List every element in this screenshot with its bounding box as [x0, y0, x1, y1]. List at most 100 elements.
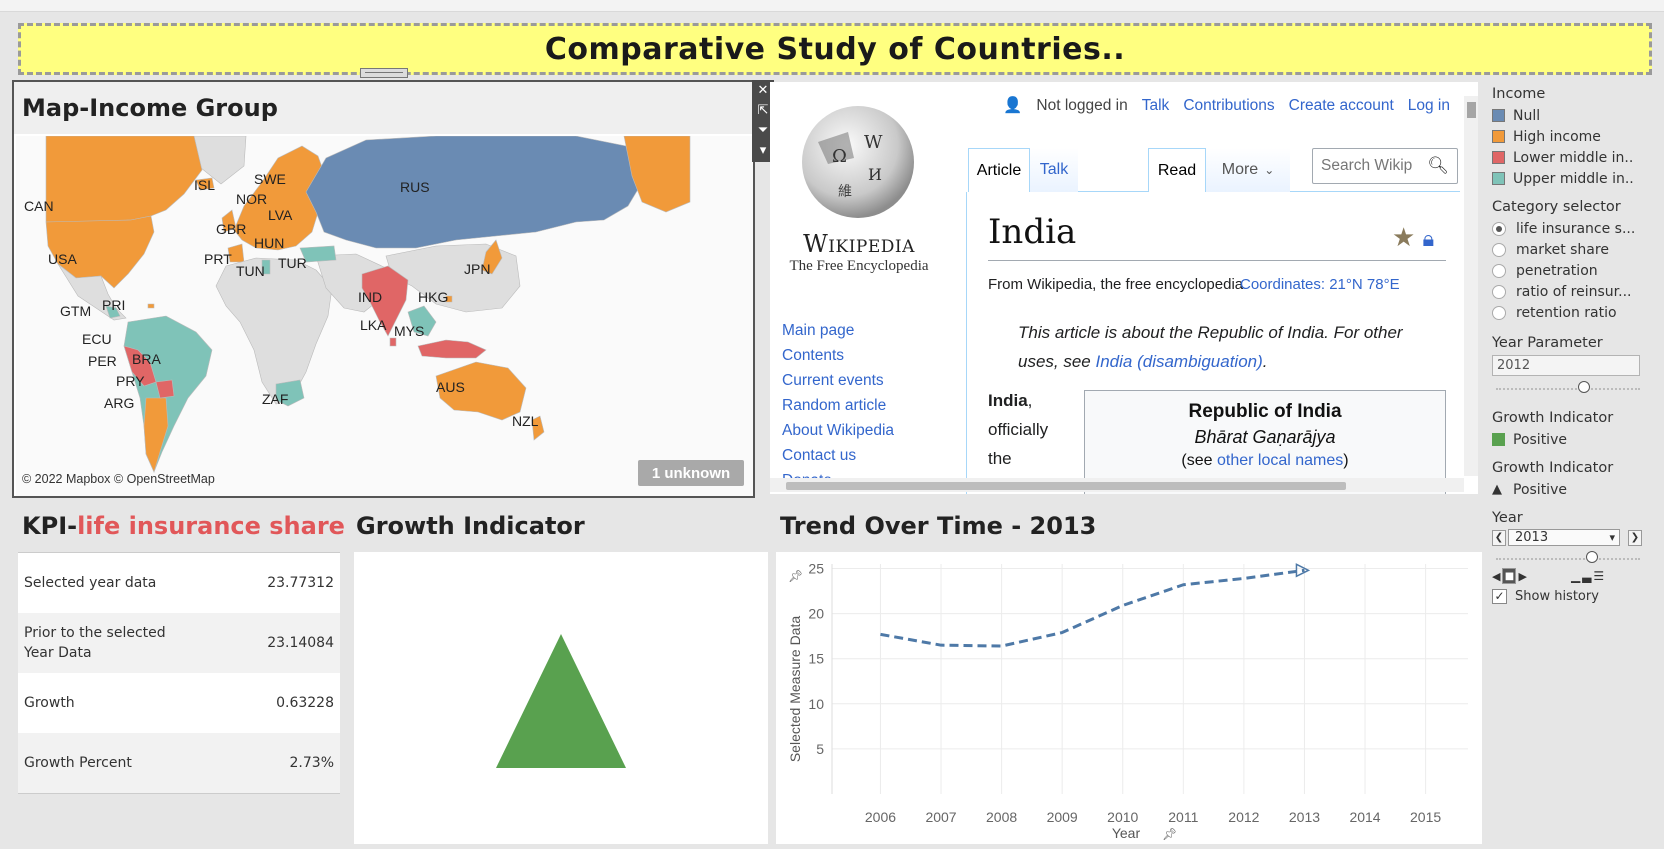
drag-handle[interactable]: [360, 68, 408, 78]
kpi-title: KPI-life insurance share: [22, 512, 345, 540]
kpi-label: Growth: [24, 695, 75, 711]
income-legend-label: High income: [1513, 128, 1601, 145]
country-shape: [389, 337, 397, 347]
show-history-toggle[interactable]: ✓ Show history: [1490, 586, 1664, 607]
more-options-icon[interactable]: ▾: [759, 142, 767, 157]
tab-more[interactable]: More ⌄: [1206, 148, 1290, 192]
year-selector-row: ❮ 2013 ❯: [1492, 529, 1664, 546]
income-legend-label: Upper middle in..: [1513, 170, 1634, 187]
playback-controls: ◀ ■ ▶ ▁ ▃ ☰: [1492, 568, 1664, 584]
growth-legend-item[interactable]: Positive: [1490, 429, 1664, 450]
growth-shape-legend-item[interactable]: ▲ Positive: [1490, 479, 1664, 500]
country-label-aus: AUS: [436, 379, 465, 395]
nav-random-article[interactable]: Random article: [782, 397, 887, 414]
country-label-gbr: GBR: [216, 221, 246, 237]
slider-knob[interactable]: [1586, 551, 1598, 563]
x-tick-label: 2014: [1349, 809, 1380, 825]
disambiguation-link[interactable]: India (disambiguation): [1095, 352, 1263, 371]
play-forward-icon[interactable]: ▶: [1518, 569, 1527, 583]
country-shape: [275, 379, 305, 407]
close-icon[interactable]: ✕: [757, 82, 769, 97]
kpi-label: Selected year data: [24, 575, 157, 591]
speed-medium-icon[interactable]: ▃: [1582, 569, 1592, 583]
lock-icon[interactable]: 🔒︎: [1422, 226, 1435, 251]
lead-bold: India: [988, 391, 1028, 410]
search-icon[interactable]: 🔍︎: [1427, 156, 1449, 175]
nav-contents[interactable]: Contents: [782, 347, 845, 364]
color-swatch: [1492, 130, 1505, 143]
speed-fast-icon[interactable]: ☰: [1593, 569, 1605, 583]
income-legend-title: Income: [1492, 86, 1546, 102]
coordinates-link[interactable]: Coordinates: 21°N 78°E: [1240, 276, 1400, 293]
income-legend-item[interactable]: Upper middle in..: [1490, 168, 1664, 189]
country-label-per: PER: [88, 353, 117, 369]
world-map[interactable]: CAN USA ISL SWE NOR LVA GBR HUN PRT TUN TUR RUS IND H…: [16, 136, 753, 496]
other-local-names-link[interactable]: other local names: [1216, 452, 1344, 469]
radio-button[interactable]: [1492, 284, 1506, 299]
income-legend-item[interactable]: High income: [1490, 126, 1664, 147]
growth-triangle-mark[interactable]: [496, 634, 626, 768]
year-slider[interactable]: [1496, 550, 1640, 566]
wiki-vertical-scrollbar[interactable]: [1464, 96, 1478, 476]
user-talk-link[interactable]: Talk: [1141, 96, 1170, 114]
kpi-value: 2.73%: [289, 755, 334, 771]
scrollbar-thumb[interactable]: [786, 482, 1346, 490]
radio-button[interactable]: [1492, 221, 1506, 236]
radio-button[interactable]: [1492, 305, 1506, 320]
trend-series-line[interactable]: [880, 568, 1305, 648]
year-parameter-title: Year Parameter: [1492, 335, 1603, 351]
svg-text:維: 維: [838, 184, 852, 200]
category-option[interactable]: penetration: [1490, 260, 1664, 281]
wiki-user-bar: 👤 Not logged in Talk Contributions Creat…: [1003, 96, 1450, 115]
create-account-link[interactable]: Create account: [1288, 96, 1394, 114]
hatnote: This article is about the Republic of In…: [1018, 318, 1438, 376]
category-option[interactable]: ratio of reinsur...: [1490, 281, 1664, 302]
year-dropdown[interactable]: 2013: [1508, 529, 1620, 546]
infobox-name: Republic of India: [1188, 401, 1342, 422]
country-label-hkg: HKG: [418, 289, 448, 305]
slider-knob[interactable]: [1578, 381, 1590, 393]
wikipedia-web-object[interactable]: Ω W И 維 Wikipedia The Free Encyclopedia …: [770, 82, 1478, 494]
play-backward-icon[interactable]: ◀: [1492, 569, 1501, 583]
income-legend-item[interactable]: Null: [1490, 105, 1664, 126]
country-label-swe: SWE: [254, 171, 286, 187]
stop-icon[interactable]: ■: [1502, 568, 1517, 584]
wikipedia-globe-logo[interactable]: Ω W И 維: [798, 102, 918, 222]
year-parameter-slider[interactable]: [1496, 380, 1640, 396]
unknown-badge[interactable]: 1 unknown: [638, 460, 744, 486]
previous-year-button[interactable]: ❮: [1492, 529, 1506, 546]
category-option[interactable]: retention ratio: [1490, 302, 1664, 323]
filter-icon[interactable]: ⏷: [757, 122, 769, 137]
infobox-see-post: ): [1343, 452, 1349, 469]
income-legend-item[interactable]: Lower middle in..: [1490, 147, 1664, 168]
radio-button[interactable]: [1492, 242, 1506, 257]
year-parameter-input[interactable]: 2012: [1492, 355, 1640, 376]
y-axis-title: Selected Measure Data: [787, 616, 803, 763]
tab-talk[interactable]: Talk: [1030, 148, 1078, 192]
nav-donate[interactable]: Donate: [782, 472, 832, 482]
wiki-horizontal-scrollbar[interactable]: [770, 478, 1464, 492]
tab-article[interactable]: Article: [968, 148, 1030, 192]
nav-current-events[interactable]: Current events: [782, 372, 884, 389]
pop-out-icon[interactable]: ⇱: [757, 102, 769, 117]
contributions-link[interactable]: Contributions: [1183, 96, 1275, 114]
nav-contact[interactable]: Contact us: [782, 447, 857, 464]
wiki-search-input[interactable]: Search Wikip 🔍︎: [1312, 148, 1458, 184]
country-shape: [361, 265, 409, 337]
speed-slow-icon[interactable]: ▁: [1570, 569, 1581, 583]
x-tick-label: 2008: [986, 809, 1017, 825]
radio-button[interactable]: [1492, 263, 1506, 278]
show-history-checkbox[interactable]: ✓: [1492, 589, 1507, 604]
scrollbar-thumb[interactable]: [1467, 102, 1476, 118]
category-option[interactable]: market share: [1490, 239, 1664, 260]
next-year-button[interactable]: ❯: [1628, 529, 1642, 546]
country-label-bra: BRA: [132, 351, 161, 367]
category-option[interactable]: life insurance s...: [1490, 218, 1664, 239]
nav-about[interactable]: About Wikipedia: [782, 422, 895, 439]
trend-chart[interactable]: 2006 2007 2008 2009 2010 2011 2012 2013 2014 2015…: [776, 552, 1482, 844]
map-panel: Map-Income Group: [12, 80, 755, 498]
tab-read[interactable]: Read: [1148, 148, 1206, 192]
log-in-link[interactable]: Log in: [1407, 96, 1450, 114]
nav-main-page[interactable]: Main page: [782, 322, 855, 339]
